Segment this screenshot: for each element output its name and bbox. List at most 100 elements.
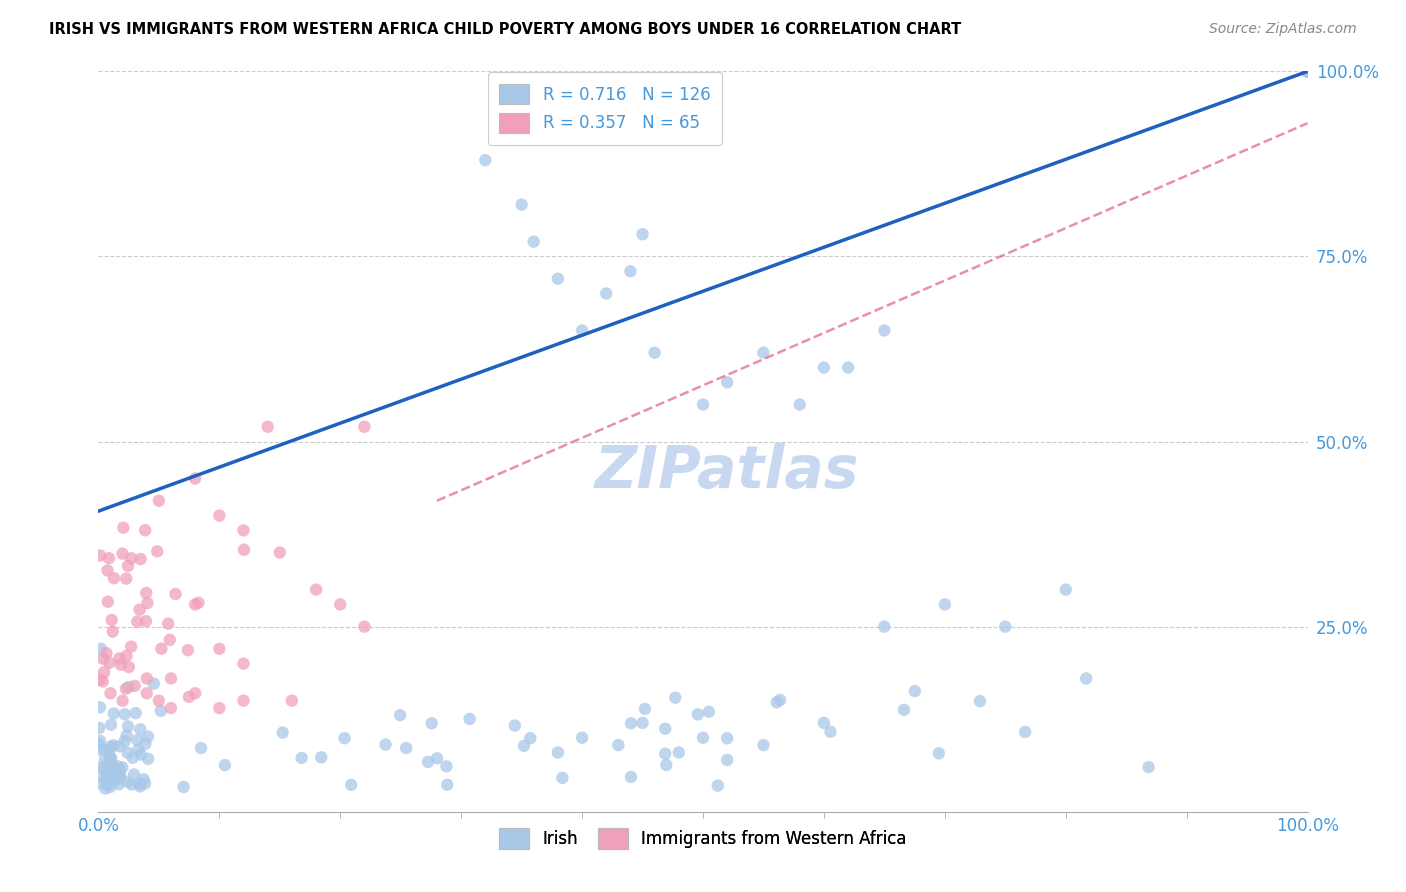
Point — [1296, 64, 1319, 78]
Point — [458, 712, 481, 726]
Point — [716, 753, 738, 767]
Point — [619, 264, 641, 278]
Point — [108, 764, 131, 778]
Point — [177, 643, 200, 657]
Point — [97, 769, 120, 783]
Point — [135, 586, 157, 600]
Point — [184, 471, 207, 485]
Text: ZIPatlas: ZIPatlas — [595, 442, 859, 500]
Point — [100, 613, 122, 627]
Point — [121, 751, 143, 765]
Point — [160, 701, 183, 715]
Point — [820, 724, 842, 739]
Point — [654, 747, 676, 761]
Point — [142, 676, 165, 690]
Point — [94, 781, 117, 796]
Point — [115, 681, 138, 696]
Point — [108, 651, 131, 665]
Point — [595, 286, 617, 301]
Point — [100, 739, 122, 754]
Point — [873, 324, 896, 338]
Point — [96, 564, 118, 578]
Point — [184, 686, 207, 700]
Point — [620, 770, 643, 784]
Point — [117, 719, 139, 733]
Point — [129, 552, 152, 566]
Point — [291, 751, 314, 765]
Point — [353, 419, 375, 434]
Point — [129, 780, 152, 794]
Point — [121, 777, 143, 791]
Point — [547, 271, 569, 285]
Point — [107, 759, 129, 773]
Point — [105, 771, 128, 785]
Point — [107, 763, 129, 777]
Point — [149, 704, 172, 718]
Point — [157, 616, 180, 631]
Point — [395, 741, 418, 756]
Point — [389, 708, 412, 723]
Point — [208, 701, 231, 715]
Point — [96, 646, 118, 660]
Point — [94, 743, 117, 757]
Point — [607, 738, 630, 752]
Point — [1296, 64, 1319, 78]
Point — [128, 777, 150, 791]
Point — [631, 715, 654, 730]
Text: IRISH VS IMMIGRANTS FROM WESTERN AFRICA CHILD POVERTY AMONG BOYS UNDER 16 CORREL: IRISH VS IMMIGRANTS FROM WESTERN AFRICA … — [49, 22, 962, 37]
Point — [523, 235, 546, 249]
Point — [117, 774, 139, 789]
Point — [329, 598, 352, 612]
Point — [135, 614, 157, 628]
Point — [503, 718, 526, 732]
Point — [125, 706, 148, 720]
Point — [1296, 64, 1319, 78]
Point — [551, 771, 574, 785]
Point — [309, 750, 332, 764]
Point — [97, 595, 120, 609]
Point — [904, 684, 927, 698]
Point — [436, 778, 458, 792]
Point — [644, 345, 666, 359]
Point — [1137, 760, 1160, 774]
Point — [994, 619, 1017, 633]
Point — [103, 706, 125, 721]
Point — [120, 640, 142, 654]
Point — [184, 598, 207, 612]
Point — [707, 779, 730, 793]
Point — [127, 733, 149, 747]
Point — [1296, 64, 1319, 78]
Point — [98, 551, 121, 566]
Point — [89, 673, 111, 687]
Point — [1296, 64, 1319, 78]
Point — [127, 615, 149, 629]
Point — [103, 739, 125, 753]
Point — [104, 772, 127, 787]
Point — [107, 769, 129, 783]
Point — [420, 716, 443, 731]
Point — [97, 772, 120, 786]
Point — [91, 762, 114, 776]
Point — [813, 360, 835, 375]
Point — [1296, 64, 1319, 78]
Point — [873, 619, 896, 633]
Point — [100, 751, 122, 765]
Point — [134, 737, 156, 751]
Point — [686, 707, 709, 722]
Point — [208, 641, 231, 656]
Point — [98, 761, 121, 775]
Point — [159, 632, 181, 647]
Point — [110, 657, 132, 672]
Point — [934, 598, 956, 612]
Point — [89, 743, 111, 757]
Point — [134, 523, 156, 537]
Point — [655, 758, 678, 772]
Point — [426, 751, 449, 765]
Point — [90, 641, 112, 656]
Point — [1296, 64, 1319, 78]
Point — [893, 703, 915, 717]
Point — [232, 524, 254, 538]
Point — [101, 761, 124, 775]
Point — [1296, 64, 1319, 78]
Point — [654, 722, 676, 736]
